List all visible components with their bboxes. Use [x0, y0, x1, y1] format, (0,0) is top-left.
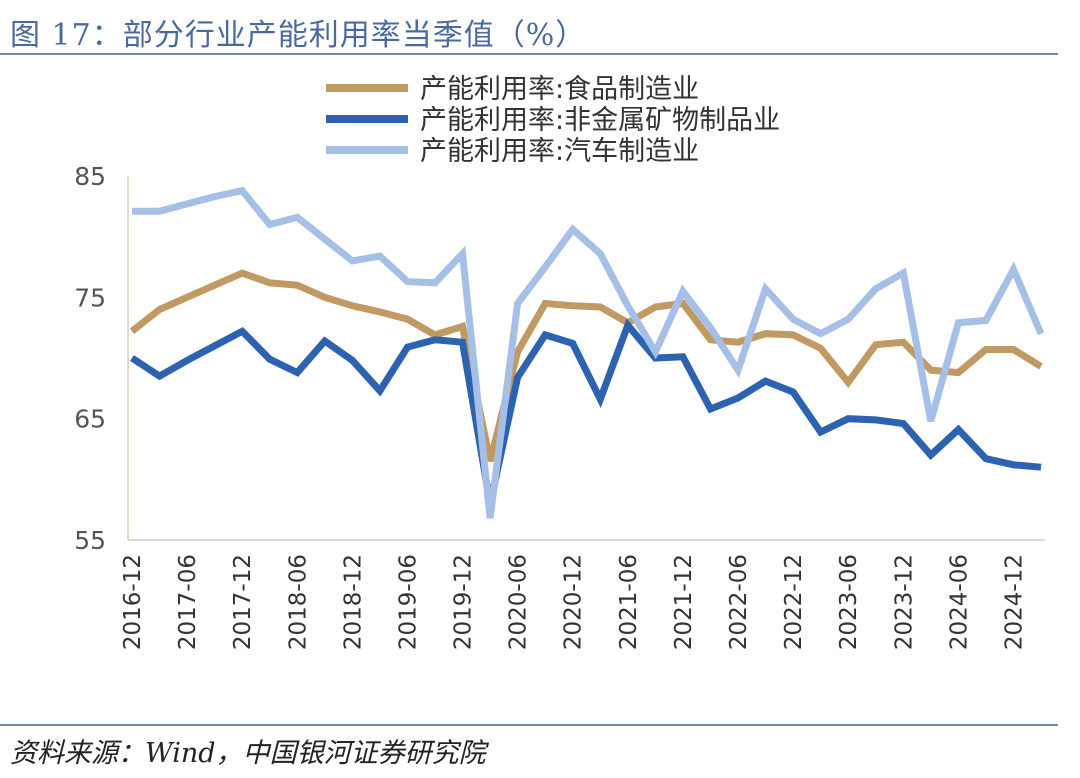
x-tick-label: 2024-06	[946, 554, 972, 650]
x-tick-label: 2020-12	[561, 554, 587, 650]
x-tick-label: 2023-12	[891, 554, 917, 650]
series-line-1	[129, 269, 1043, 462]
axes	[127, 176, 1045, 541]
x-tick-label: 2021-12	[671, 554, 697, 650]
chart-title: 图 17：部分行业产能利用率当季值（%）	[10, 18, 587, 53]
y-tick-label: 85	[74, 162, 106, 191]
title-rule	[0, 53, 1058, 55]
legend-label-3: 产能利用率:汽车制造业	[420, 136, 699, 167]
x-tick-label: 2024-12	[1001, 554, 1027, 650]
x-tick-label: 2021-06	[616, 554, 642, 650]
x-tick-label: 2018-12	[340, 554, 366, 650]
x-tick-label: 2023-06	[836, 554, 862, 650]
y-tick-labels: 55 65 75 85	[74, 162, 106, 555]
source-rule	[0, 724, 1058, 726]
series-line-3	[132, 186, 1045, 519]
series-line-2	[130, 318, 1042, 505]
series-lines	[129, 186, 1045, 519]
y-tick-label: 75	[74, 283, 106, 312]
x-tick-label: 2017-06	[175, 554, 201, 650]
y-tick-label: 65	[74, 405, 106, 434]
x-tick-label: 2016-12	[120, 554, 146, 650]
source-note: 资料来源：Wind，中国银河证券研究院	[10, 738, 486, 769]
x-tick-label: 2022-12	[781, 554, 807, 650]
legend-label-1: 产能利用率:食品制造业	[420, 74, 699, 105]
x-tick-label: 2020-06	[506, 554, 532, 650]
legend-label-2: 产能利用率:非金属矿物制品业	[420, 105, 780, 136]
x-tick-label: 2019-12	[451, 554, 477, 650]
x-tick-label: 2018-06	[285, 554, 311, 650]
x-tick-labels: 2016-12 2017-06 2017-12 2018-06 2018-12 2019-…	[120, 554, 1027, 650]
x-tick-label: 2019-06	[395, 554, 421, 650]
x-tick-label: 2017-12	[230, 554, 256, 650]
y-tick-label: 55	[74, 526, 106, 555]
x-tick-label: 2022-06	[726, 554, 752, 650]
